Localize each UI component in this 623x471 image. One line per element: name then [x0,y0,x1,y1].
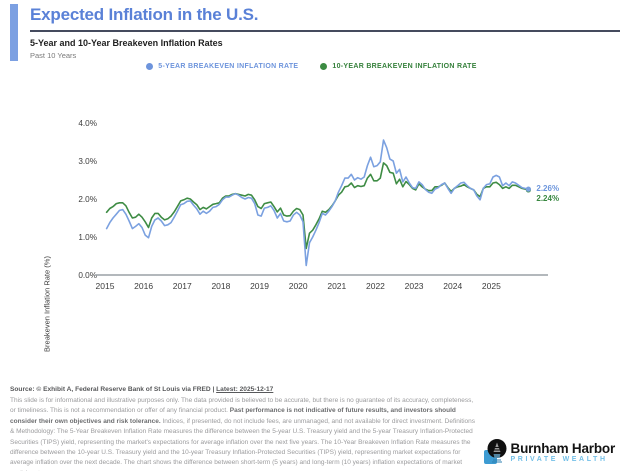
legend-dot-icon [320,63,328,70]
x-tick-label: 2019 [250,281,269,291]
series-line-5-year [105,139,530,267]
x-tick-label: 2015 [96,281,115,291]
page-title: Expected Inflation in the U.S. [30,5,259,24]
x-tick-label: 2022 [366,281,385,291]
x-tick-label: 2017 [173,281,192,291]
title-divider [30,30,620,32]
source-line: Source: © Exhibit A, Federal Reserve Ban… [10,386,480,393]
x-tick-label: 2020 [289,281,308,291]
company-logo: Burnham Harbor PRIVATE WEALTH [483,439,616,466]
chart-period-label: Past 10 Years [30,51,77,60]
y-tick-label: 0.0% [78,271,97,280]
source-latest-link[interactable]: Latest: 2025-12-17 [216,386,274,393]
disclaimer-part-1: This slide is for informational and illu… [10,397,474,415]
x-tick-label: 2021 [327,281,346,291]
chart-area: 0.0% 1.0% 2.0% 3.0% 4.0% 2015 2016 2017 2018 2019… [0,105,623,352]
line-chart: 0.0% 1.0% 2.0% 3.0% 4.0% 2015 2016 2017 2018 2019… [78,119,548,291]
chart-legend: 5-YEAR BREAKEVEN INFLATION RATE 10-YEAR … [0,63,623,70]
legend-dot-icon [146,63,154,70]
lighthouse-logo-icon [483,439,507,464]
footer: Source: © Exhibit A, Federal Reserve Ban… [10,386,480,471]
end-value-label-5-year: 2.26% [536,184,560,194]
end-value-label-10-year: 2.24% [536,194,560,204]
chart-subtitle: 5-Year and 10-Year Breakeven Inflation R… [30,38,223,48]
legend-label: 5-YEAR BREAKEVEN INFLATION RATE [158,63,299,70]
y-tick-label: 1.0% [78,233,97,242]
disclaimer-text: This slide is for informational and illu… [10,396,480,471]
y-tick-label: 3.0% [78,157,97,166]
logo-name: Burnham Harbor [510,440,616,456]
end-dot-5-year [525,186,531,192]
series-line-10-year [105,162,530,250]
legend-item-5-year[interactable]: 5-YEAR BREAKEVEN INFLATION RATE [146,63,298,70]
x-tick-label: 2024 [443,281,462,291]
disclaimer-bold: Past performance is not indicative of fu… [10,407,456,425]
y-tick-label: 2.0% [78,195,97,204]
x-tick-label: 2016 [134,281,153,291]
x-tick-label: 2018 [211,281,230,291]
legend-item-10-year[interactable]: 10-YEAR BREAKEVEN INFLATION RATE [320,63,476,70]
x-tick-label: 2025 [482,281,501,291]
logo-tagline: PRIVATE WEALTH [510,456,608,464]
y-tick-label: 4.0% [78,119,97,128]
disclaimer-part-2: Indices, if presented, do not include fe… [10,417,475,471]
logo-text: Burnham Harbor PRIVATE WEALTH [510,440,616,464]
header-accent-bar [10,4,18,61]
legend-label: 10-YEAR BREAKEVEN INFLATION RATE [332,63,477,70]
y-axis-title: Breakeven Inflation Rate (%) [42,256,52,352]
source-text: Source: © Exhibit A, Federal Reserve Ban… [10,386,217,393]
x-tick-label: 2023 [405,281,424,291]
